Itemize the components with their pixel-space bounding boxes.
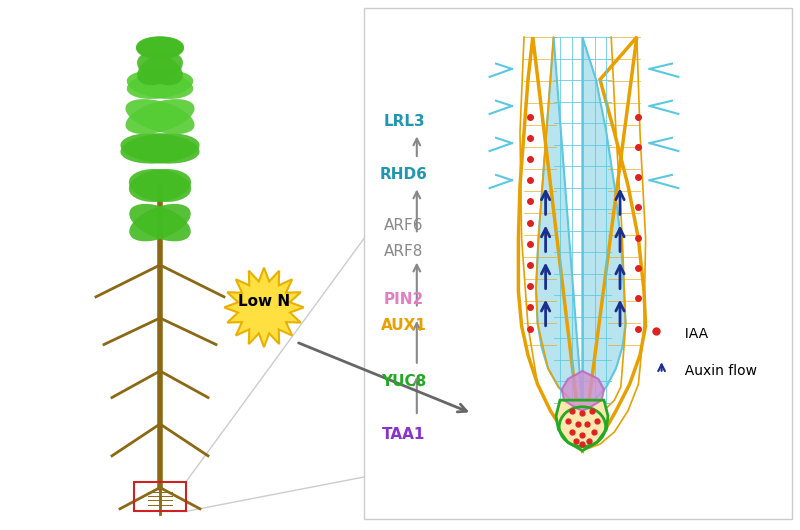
Text: ARF8: ARF8: [384, 244, 424, 259]
Ellipse shape: [121, 133, 199, 164]
Ellipse shape: [130, 204, 190, 241]
FancyBboxPatch shape: [364, 8, 792, 519]
Polygon shape: [224, 268, 304, 347]
Ellipse shape: [136, 37, 184, 59]
Text: Low N: Low N: [238, 294, 290, 308]
Ellipse shape: [137, 52, 183, 85]
Ellipse shape: [126, 99, 194, 134]
Text: YUC8: YUC8: [382, 374, 426, 389]
Polygon shape: [562, 371, 604, 411]
Text: RHD6: RHD6: [380, 167, 428, 182]
Ellipse shape: [126, 70, 194, 99]
Ellipse shape: [121, 133, 199, 164]
Ellipse shape: [137, 52, 183, 85]
Text: AUX1: AUX1: [381, 319, 427, 333]
Ellipse shape: [126, 70, 194, 99]
Text: PIN2: PIN2: [384, 292, 424, 307]
Polygon shape: [556, 400, 608, 450]
Ellipse shape: [136, 37, 184, 59]
Text: LRL3: LRL3: [383, 114, 425, 129]
Text: TAA1: TAA1: [382, 427, 426, 442]
Text: IAA: IAA: [676, 327, 708, 341]
Bar: [134, 482, 186, 511]
Ellipse shape: [130, 204, 190, 241]
Ellipse shape: [129, 169, 191, 202]
Text: ARF6: ARF6: [384, 218, 424, 233]
Text: Auxin flow: Auxin flow: [676, 364, 757, 378]
Polygon shape: [536, 37, 626, 408]
Ellipse shape: [126, 99, 194, 134]
Ellipse shape: [129, 169, 191, 202]
